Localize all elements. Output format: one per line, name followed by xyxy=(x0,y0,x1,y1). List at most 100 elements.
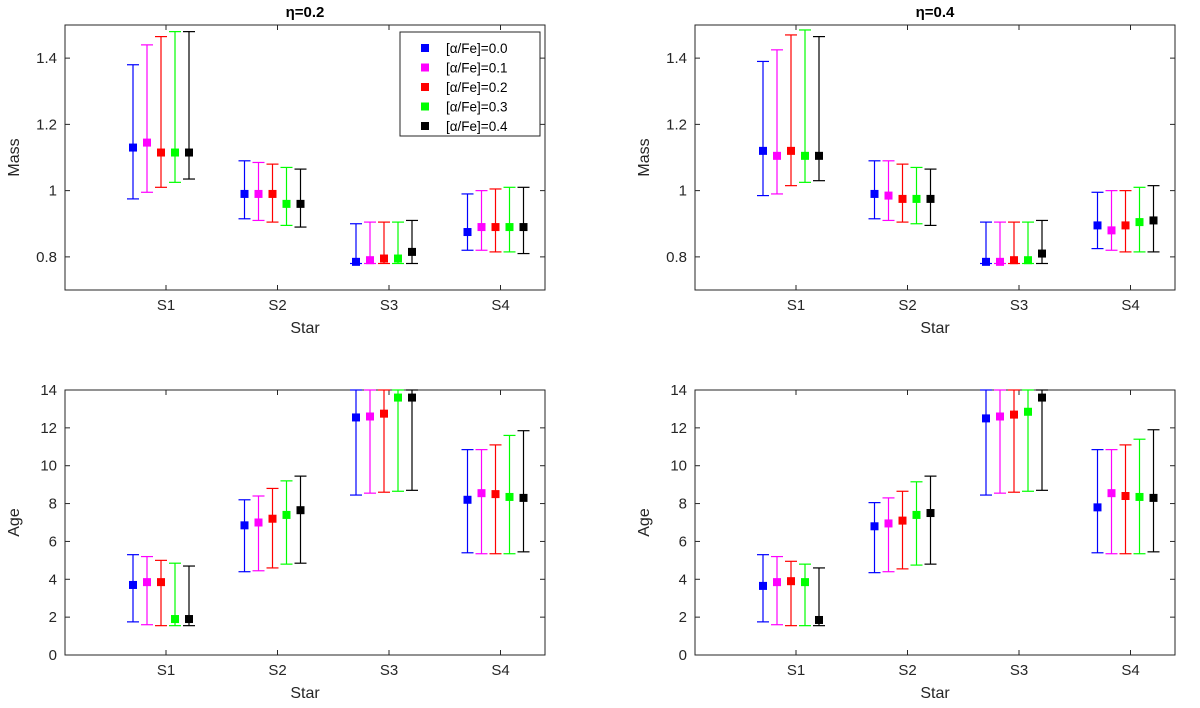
data-point xyxy=(1121,221,1130,230)
y-tick-label: 4 xyxy=(679,571,687,588)
legend-label: [α/Fe]=0.2 xyxy=(446,80,507,95)
data-point xyxy=(1024,256,1032,265)
plot-area xyxy=(694,24,1176,291)
data-point xyxy=(463,228,472,237)
y-tick-label: 10 xyxy=(670,458,687,475)
data-point xyxy=(1010,256,1018,265)
series-3 xyxy=(169,389,516,627)
panels: 0.8 1 1.2 1.4 S1 S2 S3 S4 Star Mass η=0.2 0.8 1 1.2 1.… xyxy=(6,4,1176,702)
x-tick-label: S1 xyxy=(157,662,175,679)
series-4 xyxy=(813,35,1160,265)
plot-area xyxy=(64,24,546,291)
chart-panel-1: 0.8 1 1.2 1.4 S1 S2 S3 S4 Star Mass η=0.2 xyxy=(6,4,546,337)
y-tick-label: 1 xyxy=(679,183,687,200)
x-axis-label: Star xyxy=(920,320,950,337)
data-point xyxy=(185,615,193,624)
data-point xyxy=(380,254,388,263)
data-point xyxy=(815,151,823,160)
x-tick-label: S2 xyxy=(898,662,916,679)
data-point xyxy=(759,581,767,590)
data-point xyxy=(1024,407,1032,416)
data-point xyxy=(143,578,151,587)
x-tick-label: S4 xyxy=(491,297,509,314)
y-tick-label: 8 xyxy=(49,496,57,513)
x-tick-label: S1 xyxy=(787,662,805,679)
series-4 xyxy=(183,389,530,627)
y-tick-label: 2 xyxy=(49,609,57,626)
data-point xyxy=(268,514,277,523)
y-tick-label: 12 xyxy=(40,420,57,437)
x-tick-label: S1 xyxy=(157,297,175,314)
data-point xyxy=(1135,492,1144,501)
x-axis-label: Star xyxy=(290,685,320,702)
data-point xyxy=(1121,492,1130,500)
chart-panel-4: 0 2 4 6 8 10 12 14 S1 S2 S3 S4 Star Age xyxy=(636,382,1176,702)
data-point xyxy=(477,223,486,232)
legend-label: [α/Fe]=0.4 xyxy=(446,119,508,134)
y-tick-label: 0.8 xyxy=(666,249,687,266)
legend-marker xyxy=(421,122,429,130)
data-point xyxy=(282,510,291,519)
data-point xyxy=(912,510,921,519)
data-point xyxy=(129,580,137,589)
series-3 xyxy=(799,29,1146,265)
legend-entry: [α/Fe]=0.0 xyxy=(421,41,507,56)
series-2 xyxy=(155,35,502,265)
legend: [α/Fe]=0.0 [α/Fe]=0.1 [α/Fe]=0.2 [α/Fe]=0.3… xyxy=(399,31,541,137)
y-tick-label: 0 xyxy=(679,647,687,664)
series-0 xyxy=(757,389,1104,623)
series-3 xyxy=(799,389,1146,627)
x-tick-label: S1 xyxy=(787,297,805,314)
y-tick-label: 0 xyxy=(49,647,57,664)
series-2 xyxy=(785,389,1132,627)
y-tick-label: 1.4 xyxy=(36,50,57,67)
data-point xyxy=(787,146,795,155)
data-point xyxy=(268,189,277,198)
data-point xyxy=(157,578,165,587)
data-point xyxy=(519,493,528,502)
data-point xyxy=(996,412,1004,421)
x-tick-label: S2 xyxy=(898,297,916,314)
data-point xyxy=(505,223,514,232)
data-point xyxy=(352,257,360,266)
data-point xyxy=(519,223,528,232)
data-point xyxy=(463,495,472,504)
y-tick-label: 10 xyxy=(40,458,57,475)
legend-entry: [α/Fe]=0.4 xyxy=(421,119,508,134)
series-1 xyxy=(771,389,1118,626)
chart-panel-2: 0.8 1 1.2 1.4 S1 S2 S3 S4 Star Mass η=0.4 xyxy=(636,4,1176,337)
data-point xyxy=(296,506,305,515)
x-tick-label: S2 xyxy=(268,297,286,314)
data-point xyxy=(157,148,165,157)
legend-marker xyxy=(421,83,429,91)
data-point xyxy=(408,393,416,402)
data-point xyxy=(1149,216,1158,225)
legend-marker xyxy=(421,44,429,52)
y-axis-label: Mass xyxy=(6,138,23,176)
series-1 xyxy=(141,389,488,626)
y-tick-label: 14 xyxy=(670,382,687,399)
y-axis-label: Age xyxy=(636,508,653,537)
series-4 xyxy=(813,389,1160,627)
data-point xyxy=(254,189,263,198)
legend-entry: [α/Fe]=0.2 xyxy=(421,80,507,95)
y-tick-label: 0.8 xyxy=(36,249,57,266)
x-tick-label: S3 xyxy=(380,297,398,314)
y-tick-label: 6 xyxy=(49,533,57,550)
data-point xyxy=(1038,249,1046,258)
data-point xyxy=(898,194,907,203)
data-point xyxy=(171,615,179,624)
series-1 xyxy=(771,49,1118,266)
y-tick-label: 14 xyxy=(40,382,57,399)
data-point xyxy=(380,409,388,418)
data-point xyxy=(1010,410,1018,419)
data-point xyxy=(185,148,193,157)
data-point xyxy=(394,254,402,263)
data-point xyxy=(366,412,374,421)
data-point xyxy=(870,189,879,198)
data-point xyxy=(982,257,990,266)
data-point xyxy=(394,393,402,402)
data-point xyxy=(1093,221,1102,230)
